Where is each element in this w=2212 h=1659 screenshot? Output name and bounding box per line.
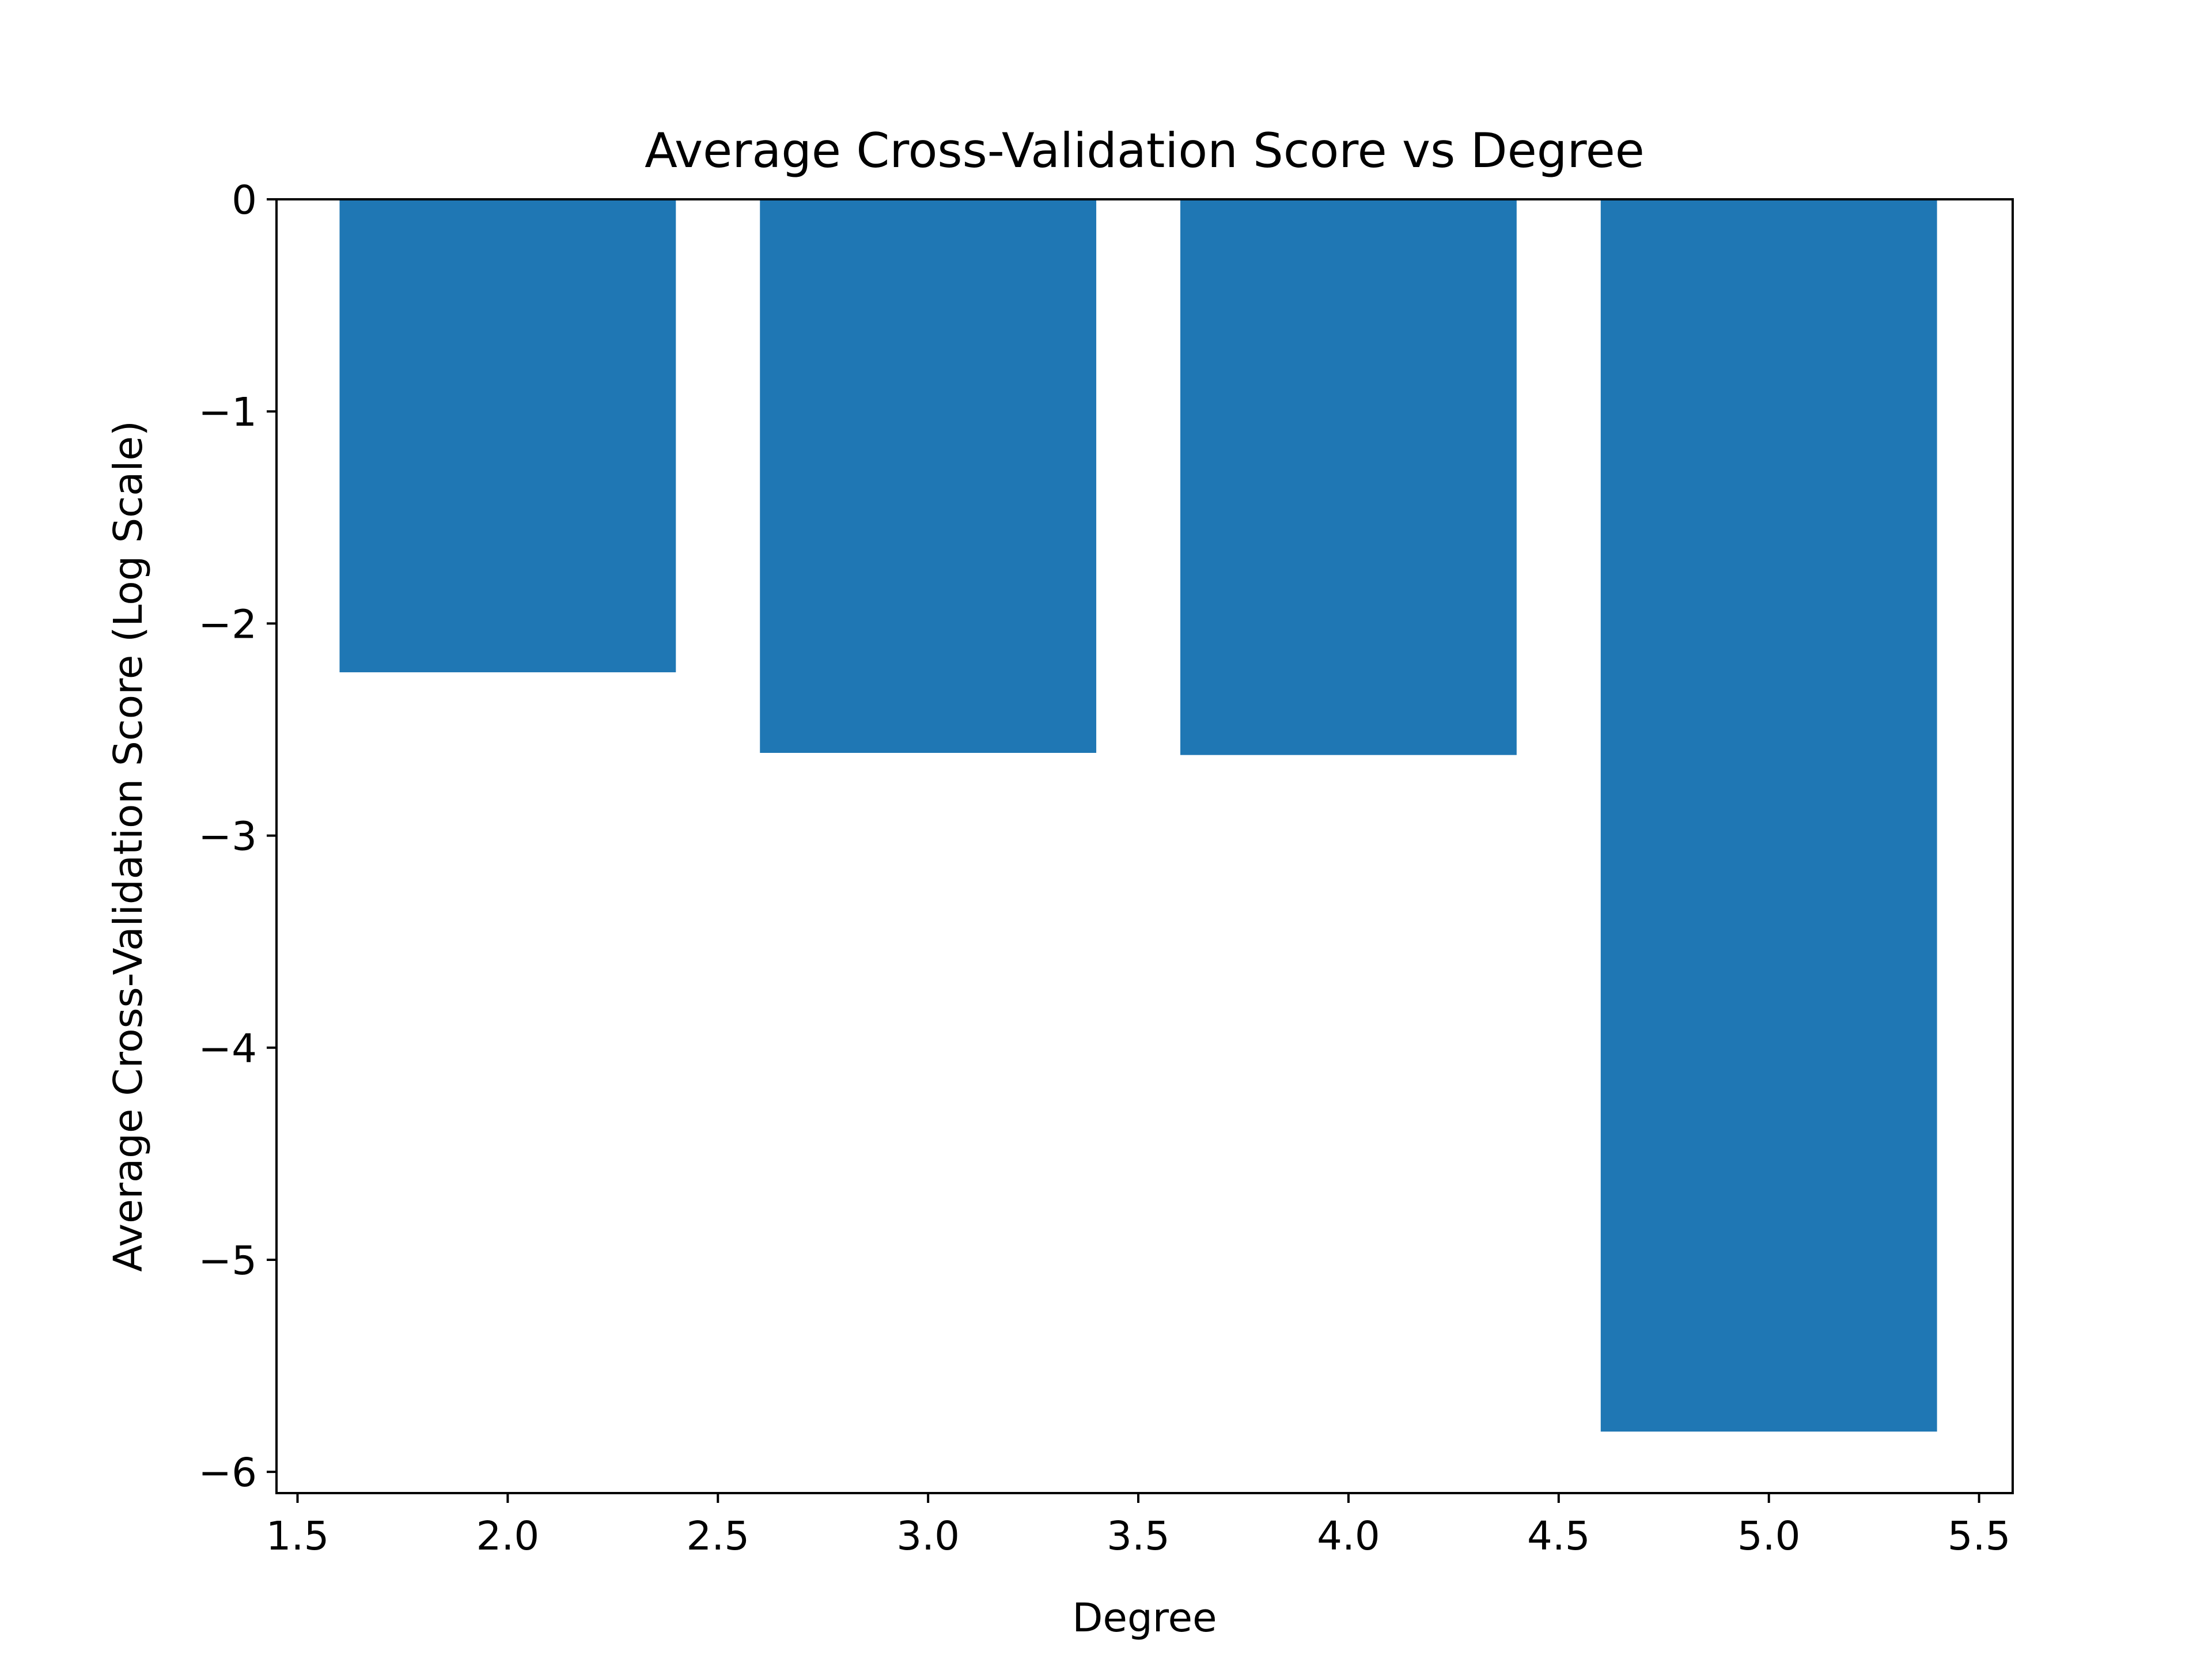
y-tick-label: −1: [198, 389, 257, 435]
y-tick-label: −3: [198, 814, 257, 860]
y-tick-label: −4: [198, 1026, 257, 1072]
bar-degree-3: [760, 199, 1097, 753]
chart-title: Average Cross-Validation Score vs Degree: [645, 123, 1645, 179]
bar-degree-2: [339, 199, 676, 673]
x-tick-label: 1.5: [266, 1513, 329, 1559]
x-tick-label: 2.5: [686, 1513, 749, 1559]
y-tick-label: 0: [232, 177, 257, 224]
y-tick-label: −2: [198, 601, 257, 647]
x-tick-label: 3.5: [1107, 1513, 1170, 1559]
x-tick-label: 2.0: [476, 1513, 540, 1559]
x-tick-label: 5.0: [1737, 1513, 1801, 1559]
y-axis-label: Average Cross-Validation Score (Log Scal…: [105, 421, 151, 1272]
x-axis-label: Degree: [1072, 1595, 1217, 1641]
x-tick-label: 4.5: [1527, 1513, 1590, 1559]
plot-frame: [275, 198, 2014, 1494]
x-tick-label: 4.0: [1317, 1513, 1380, 1559]
bar-degree-5: [1600, 199, 1937, 1432]
ticks-layer: 1.5 2.0 2.5 3.0 3.5 4.0 4.5 5.0 5.5 0 −1 −2 −3 −4 −5 −6: [198, 177, 2010, 1559]
bar-degree-4: [1180, 199, 1517, 755]
x-tick-label: 5.5: [1948, 1513, 2011, 1559]
y-tick-label: −5: [198, 1238, 257, 1284]
x-tick-label: 3.0: [896, 1513, 960, 1559]
bars-layer: [339, 199, 1937, 1432]
y-tick-label: −6: [198, 1450, 257, 1496]
